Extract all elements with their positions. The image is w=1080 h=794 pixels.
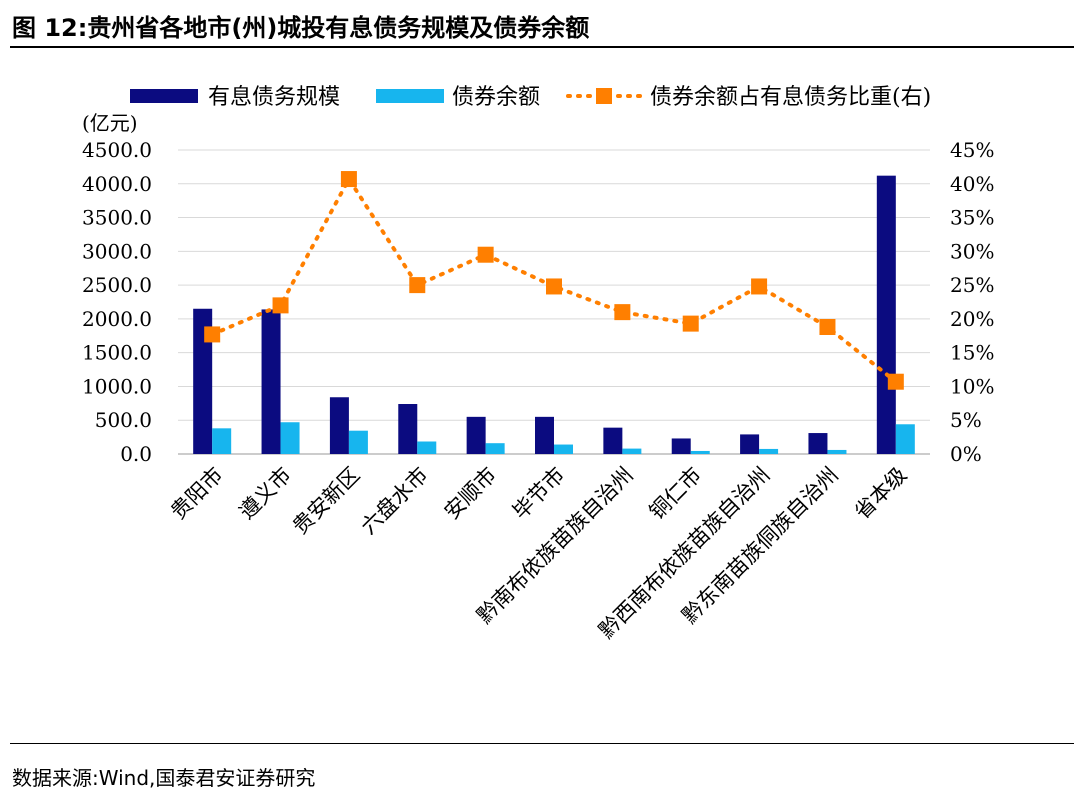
x-axis-category-label: 贵阳市: [166, 463, 228, 525]
x-axis-category-label: 毕节市: [508, 463, 570, 525]
bar-series: [193, 175, 915, 454]
bar-bond: [690, 450, 710, 454]
right-axis-tick-label: 40%: [950, 172, 994, 196]
left-axis-tick-label: 3500.0: [82, 206, 152, 230]
legend-swatch: [130, 89, 198, 103]
bar-debt: [466, 416, 486, 454]
left-axis-tick-label: 1000.0: [82, 374, 152, 398]
bar-bond: [212, 428, 232, 454]
source-line: 数据来源:Wind,国泰君安证券研究: [12, 762, 315, 791]
ratio-marker: [272, 297, 289, 314]
bar-debt: [740, 434, 760, 454]
bar-bond: [827, 449, 847, 454]
x-axis-category-label: 遵义市: [235, 463, 297, 525]
bar-bond: [485, 443, 505, 454]
bar-debt: [261, 309, 281, 454]
ratio-marker: [819, 318, 836, 335]
bar-bond: [280, 422, 300, 454]
ratio-marker: [340, 171, 357, 188]
left-axis-tick-label: 2000.0: [82, 307, 152, 331]
bar-bond: [622, 448, 642, 454]
bar-bond: [554, 444, 573, 454]
right-axis-tick-label: 45%: [950, 138, 994, 162]
legend-label: 债券余额: [452, 85, 540, 110]
left-axis-tick-label: 2500.0: [82, 273, 152, 297]
bar-debt: [329, 397, 349, 454]
right-axis-tick-label: 25%: [950, 273, 994, 297]
bar-debt: [398, 404, 418, 454]
right-axis-tick-label: 15%: [950, 341, 994, 365]
left-axis-tick-label: 0.0: [120, 442, 152, 466]
bar-debt: [603, 427, 623, 454]
left-axis-unit-label: (亿元): [82, 111, 138, 135]
right-axis-tick-label: 5%: [950, 408, 982, 432]
source-label: 数据来源:: [12, 766, 99, 790]
left-axis-tick-label: 4000.0: [82, 172, 152, 196]
ratio-marker: [477, 246, 494, 263]
legend-label: 债券余额占有息债务比重(右): [650, 85, 931, 110]
bar-debt: [808, 433, 828, 454]
right-axis-tick-label: 10%: [950, 374, 994, 398]
x-axis-category-label: 贵安新区: [288, 463, 364, 539]
ratio-marker: [751, 278, 768, 295]
x-axis-category-label: 六盘水市: [356, 463, 432, 539]
ratio-marker: [409, 277, 426, 294]
legend-label: 有息债务规模: [208, 85, 340, 110]
bar-bond: [417, 441, 437, 454]
bar-debt: [671, 438, 691, 454]
legend[interactable]: 有息债务规模 债券余额 债券余额占有息债务比重(右): [130, 85, 931, 110]
left-axis-tick-label: 3000.0: [82, 239, 152, 263]
left-axis-tick-label: 4500.0: [82, 138, 152, 162]
right-axis-tick-label: 35%: [950, 206, 994, 230]
bar-bond: [348, 430, 368, 454]
left-axis-tick-label: 1500.0: [82, 341, 152, 365]
ratio-marker: [682, 315, 699, 332]
chart: 0.0 500.0 1000.0 1500.0 2000.0 2500.0 3000.0 35…: [82, 85, 994, 643]
source-rule: [10, 743, 1074, 744]
right-axis-tick-label: 0%: [950, 442, 982, 466]
x-axis-category-label: 安顺市: [440, 463, 502, 525]
figure-title: 图 12:贵州省各地市(州)城投有息债务规模及债券余额: [12, 14, 590, 42]
title-rule: [10, 46, 1074, 48]
axes: 0.0 500.0 1000.0 1500.0 2000.0 2500.0 3000.0 35…: [82, 138, 994, 643]
legend-marker-swatch: [596, 88, 612, 104]
ratio-marker: [546, 278, 562, 295]
bar-debt: [535, 416, 554, 454]
right-axis-tick-label: 20%: [950, 307, 994, 331]
grid-lines: [178, 149, 930, 455]
ratio-marker: [204, 326, 221, 343]
x-axis-category-label: 省本级: [850, 463, 912, 525]
ratio-marker: [887, 373, 904, 390]
ratio-marker: [614, 304, 631, 321]
bar-debt: [876, 175, 896, 454]
bar-bond: [759, 448, 779, 454]
bar-debt: [193, 308, 213, 454]
ratio-line: [210, 175, 898, 384]
x-axis-category-label: 铜仁市: [645, 463, 707, 525]
left-axis-tick-label: 500.0: [95, 408, 152, 432]
bar-bond: [895, 424, 915, 454]
right-axis-tick-label: 30%: [950, 239, 994, 263]
line-series: [204, 171, 904, 390]
legend-swatch: [376, 89, 444, 103]
source-text: Wind,国泰君安证券研究: [98, 766, 316, 790]
